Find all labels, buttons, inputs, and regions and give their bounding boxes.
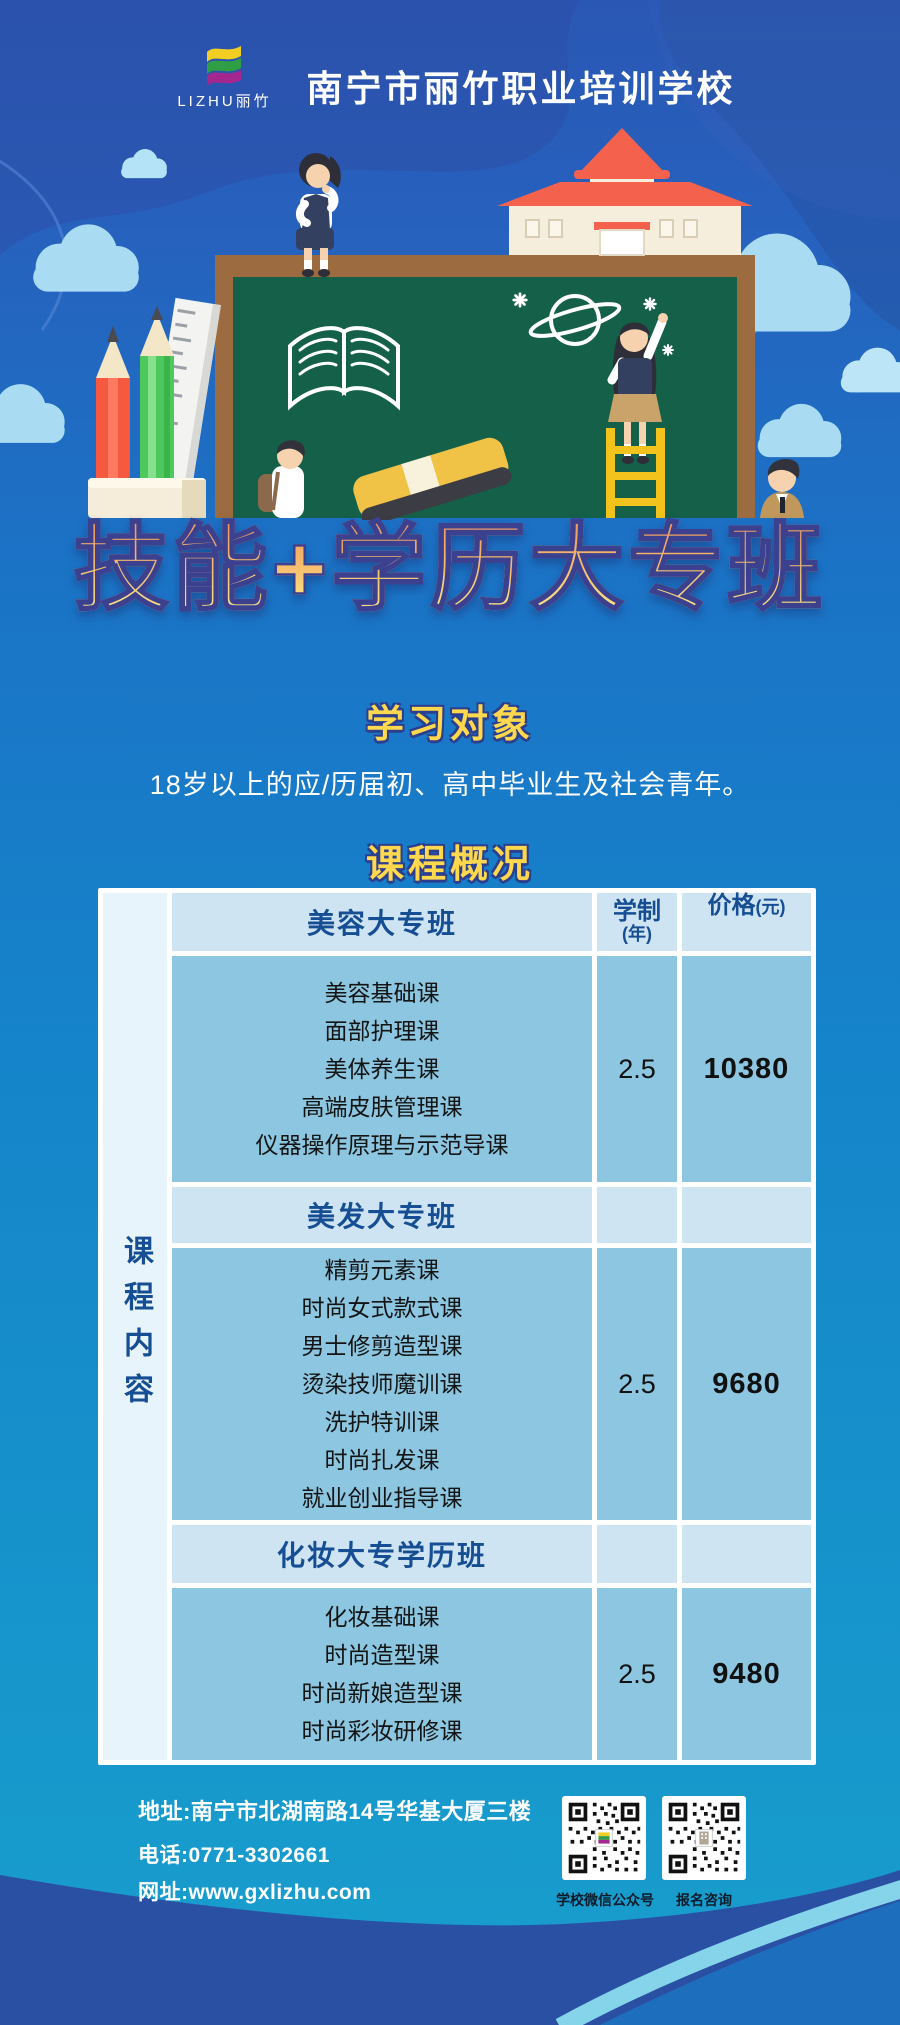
school-name: 南宁市丽竹职业培训学校 [306, 68, 736, 109]
pencil-cup-icon [88, 297, 221, 518]
chalkboard [215, 255, 755, 518]
address-line: 地址:南宁市北湖南路14号华基大厦三楼 [138, 1799, 532, 1824]
illustration [0, 128, 900, 520]
section-header-hair: 美发大专班 [172, 1187, 592, 1243]
overview-heading: 课程概况 [365, 844, 534, 886]
courses-cell-beauty: 美容基础课 面部护理课 美体养生课 高端皮肤管理课 仪器操作原理与示范导课 [172, 956, 592, 1182]
girl-on-ladder-icon [606, 313, 668, 518]
course-line: 仪器操作原理与示范导课 [255, 1132, 509, 1158]
wechat-qr-label: 学校微信公众号 [556, 1892, 654, 1908]
duration-cell-beauty: 2.5 [597, 956, 677, 1182]
course-line: 时尚新娘造型课 [301, 1680, 463, 1706]
price-header-label: 价格 [707, 892, 756, 919]
green-pencil-icon [140, 306, 174, 493]
brand-bar: LIZHU丽竹 南宁市丽竹职业培训学校 [0, 42, 900, 111]
duration-header-label: 学制 [613, 897, 661, 925]
empty-header-cell [597, 1525, 677, 1583]
course-line: 时尚彩妆研修课 [301, 1718, 463, 1744]
course-line: 高端皮肤管理课 [301, 1094, 463, 1120]
lizhu-flag-icon [207, 46, 242, 86]
girl-sitting-icon [296, 153, 341, 277]
empty-header-cell [682, 1525, 811, 1583]
website-line: 网址:www.gxlizhu.com [138, 1881, 372, 1904]
course-line: 时尚造型课 [324, 1642, 440, 1668]
wechat-qr-code [562, 1796, 646, 1880]
courses-cell-makeup: 化妆基础课 时尚造型课 时尚新娘造型课 时尚彩妆研修课 [172, 1588, 592, 1760]
course-line: 洗护特训课 [324, 1409, 440, 1435]
price-column-header: 价格 (元) [682, 892, 811, 951]
course-line: 美容基础课 [324, 980, 440, 1006]
course-line: 就业创业指导课 [301, 1485, 463, 1511]
price-cell-makeup: 9480 [682, 1588, 811, 1760]
chalk-doodles [288, 292, 674, 411]
course-line: 男士修剪造型课 [301, 1333, 463, 1359]
enroll-qr-code [662, 1796, 746, 1880]
audience-text: 18岁以上的应/历届初、高中毕业生及社会青年。 [149, 770, 751, 800]
course-line: 美体养生课 [324, 1056, 440, 1082]
table-left-header-cell: 课程内容 [103, 893, 167, 1760]
red-pencil-icon [96, 326, 130, 493]
empty-header-cell [597, 1187, 677, 1243]
planet-doodle-icon [549, 294, 601, 346]
duration-cell-hair: 2.5 [597, 1248, 677, 1520]
course-line: 时尚扎发课 [324, 1447, 440, 1473]
empty-header-cell [682, 1187, 811, 1243]
enroll-qr-label: 报名咨询 [676, 1892, 732, 1908]
clock-icon [603, 185, 641, 223]
clouds-icon [0, 149, 900, 458]
eraser-icon [353, 437, 512, 520]
logo-text: LIZHU丽竹 [177, 93, 272, 110]
audience-heading: 学习对象 [365, 704, 534, 746]
phone-line: 电话:0771-3302661 [138, 1844, 330, 1867]
course-line: 化妆基础课 [324, 1604, 440, 1630]
course-line: 面部护理课 [324, 1018, 440, 1044]
course-line: 烫染技师魔训课 [301, 1371, 463, 1397]
school-logo: LIZHU丽竹 [164, 42, 284, 111]
price-cell-beauty: 10380 [682, 956, 811, 1182]
courses-cell-hair: 精剪元素课 时尚女式款式课 男士修剪造型课 烫染技师魔训课 洗护特训课 时尚扎发… [172, 1248, 592, 1520]
contact-info: 地址:南宁市北湖南路14号华基大厦三楼 电话:0771-3302661 网址:w… [138, 1794, 531, 1913]
course-table: 课程内容 美容大专班 学制 (年) 价格 (元) 美容基础课 面部护理课 美体养… [98, 888, 816, 1765]
course-line: 精剪元素课 [324, 1257, 440, 1283]
speech-bubble-cloud-icon [696, 233, 851, 376]
school-building-icon [497, 128, 753, 256]
boy-with-backpack-icon [258, 440, 305, 518]
price-cell-hair: 9680 [682, 1248, 811, 1520]
section-header-beauty: 美容大专班 [172, 893, 592, 951]
ladder-icon [606, 428, 665, 518]
duration-header-unit: (年) [622, 924, 652, 945]
duration-column-header: 学制 (年) [597, 893, 677, 951]
duration-cell-makeup: 2.5 [597, 1588, 677, 1760]
small-boy-icon [760, 459, 804, 518]
page-title: 技能+学历大专班 [0, 518, 900, 620]
course-line: 时尚女式款式课 [301, 1295, 463, 1321]
section-header-makeup: 化妆大专学历班 [172, 1525, 592, 1583]
table-left-header: 课程内容 [119, 1234, 152, 1419]
price-header-unit: (元) [755, 897, 786, 917]
